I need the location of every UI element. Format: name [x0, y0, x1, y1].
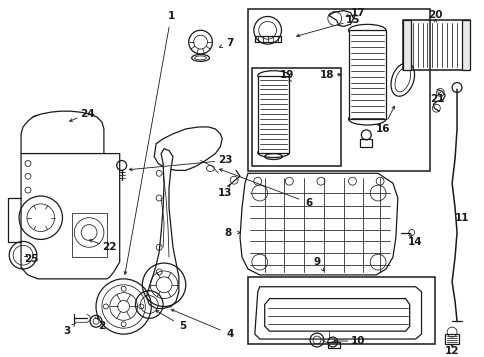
Bar	[72, 213, 106, 257]
Text: 17: 17	[350, 7, 365, 17]
Polygon shape	[154, 127, 222, 170]
Text: 19: 19	[280, 70, 294, 80]
Text: 9: 9	[313, 257, 320, 267]
Bar	[461, 20, 469, 70]
Text: 6: 6	[305, 198, 312, 208]
Text: 1: 1	[167, 11, 174, 21]
Text: 23: 23	[217, 156, 232, 166]
Text: 11: 11	[454, 213, 468, 223]
Bar	[247, 277, 435, 344]
Text: 12: 12	[444, 346, 458, 356]
Polygon shape	[254, 287, 421, 339]
Text: 24: 24	[80, 109, 94, 119]
Polygon shape	[146, 149, 179, 308]
Polygon shape	[240, 173, 397, 275]
Text: 21: 21	[429, 94, 444, 104]
Text: 15: 15	[346, 15, 360, 25]
Bar	[444, 334, 458, 344]
Bar	[257, 76, 289, 152]
Text: 7: 7	[226, 38, 233, 48]
Text: 3: 3	[64, 326, 71, 336]
Bar	[360, 139, 371, 147]
Text: 13: 13	[217, 188, 232, 198]
Text: 16: 16	[375, 124, 390, 134]
Polygon shape	[21, 154, 120, 279]
Text: 2: 2	[98, 321, 106, 331]
Text: 22: 22	[102, 242, 117, 252]
Text: 4: 4	[226, 329, 233, 339]
Text: 18: 18	[319, 70, 333, 80]
Bar	[251, 68, 340, 166]
Bar	[247, 9, 429, 171]
Bar	[402, 20, 410, 70]
Text: 8: 8	[224, 227, 231, 237]
Text: 5: 5	[179, 321, 186, 331]
Text: 20: 20	[427, 10, 442, 20]
Polygon shape	[328, 11, 353, 26]
Bar	[402, 20, 469, 70]
Text: 10: 10	[350, 336, 365, 346]
Bar	[327, 342, 339, 348]
Text: 14: 14	[408, 237, 422, 247]
Text: 25: 25	[24, 254, 38, 264]
Bar	[348, 30, 385, 119]
Polygon shape	[21, 111, 104, 154]
